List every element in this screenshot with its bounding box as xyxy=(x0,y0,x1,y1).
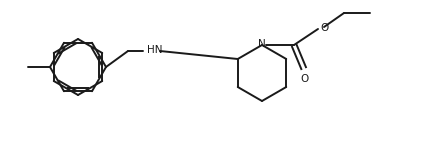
Text: O: O xyxy=(301,74,309,84)
Text: HN: HN xyxy=(147,45,162,55)
Text: O: O xyxy=(320,23,328,33)
Text: N: N xyxy=(258,39,266,49)
